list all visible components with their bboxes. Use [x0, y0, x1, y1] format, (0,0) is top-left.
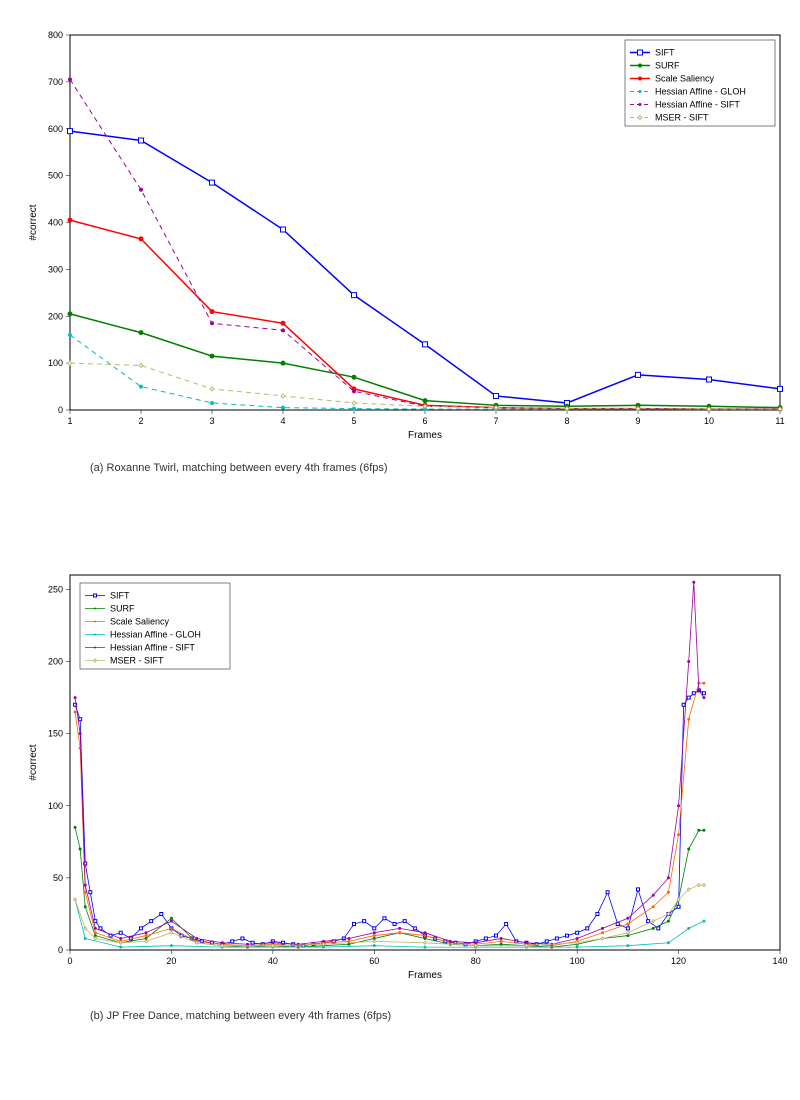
svg-text:0: 0: [58, 405, 63, 415]
svg-text:50: 50: [53, 873, 63, 883]
svg-text:100: 100: [48, 358, 63, 368]
svg-text:11: 11: [775, 416, 784, 426]
svg-text:Hessian Affine - SIFT: Hessian Affine - SIFT: [110, 643, 195, 653]
svg-text:SIFT: SIFT: [110, 591, 130, 601]
svg-text:Frames: Frames: [408, 430, 442, 441]
svg-text:1: 1: [67, 416, 72, 426]
svg-text:0: 0: [58, 945, 63, 955]
chart-b-caption: (b) JP Free Dance, matching between ever…: [90, 1010, 391, 1022]
svg-text:400: 400: [48, 218, 63, 228]
svg-text:500: 500: [48, 171, 63, 181]
svg-text:2: 2: [138, 416, 143, 426]
svg-text:7: 7: [493, 416, 498, 426]
svg-text:6: 6: [422, 416, 427, 426]
svg-text:140: 140: [772, 956, 787, 966]
svg-text:600: 600: [48, 124, 63, 134]
svg-text:Hessian Affine - SIFT: Hessian Affine - SIFT: [655, 100, 740, 110]
svg-text:250: 250: [48, 584, 63, 594]
svg-text:Hessian Affine - GLOH: Hessian Affine - GLOH: [655, 87, 746, 97]
svg-text:120: 120: [671, 956, 686, 966]
svg-text:4: 4: [280, 416, 285, 426]
svg-text:200: 200: [48, 657, 63, 667]
svg-text:10: 10: [704, 416, 714, 426]
svg-text:8: 8: [564, 416, 569, 426]
svg-text:SURF: SURF: [110, 604, 135, 614]
svg-text:300: 300: [48, 264, 63, 274]
chart-a-svg: 1 2 3 4 5 6 7 8 9 10 11 0 100 200 300 400 500 600 700 800 Fr…: [0, 20, 800, 450]
svg-text:100: 100: [48, 801, 63, 811]
svg-text:700: 700: [48, 77, 63, 87]
svg-text:0: 0: [67, 956, 72, 966]
svg-text:800: 800: [48, 30, 63, 40]
svg-text:SURF: SURF: [655, 61, 680, 71]
svg-text:MSER - SIFT: MSER - SIFT: [655, 113, 709, 123]
svg-text:5: 5: [351, 416, 356, 426]
svg-text:#correct: #correct: [28, 744, 39, 780]
svg-text:3: 3: [209, 416, 214, 426]
svg-text:SIFT: SIFT: [655, 48, 675, 58]
chart-b-svg: 0 20 40 60 80 100 120 140 0 50 100 150 200 250 Frames #…: [0, 560, 800, 990]
chart-b-container: 0 20 40 60 80 100 120 140 0 50 100 150 200 250 Frames #…: [0, 560, 800, 990]
svg-text:40: 40: [268, 956, 278, 966]
chart-a-caption: (a) Roxanne Twirl, matching between ever…: [90, 462, 388, 474]
svg-text:150: 150: [48, 729, 63, 739]
chart-a-container: 1 2 3 4 5 6 7 8 9 10 11 0 100 200 300 400 500 600 700 800 Fr…: [0, 20, 800, 450]
svg-text:100: 100: [570, 956, 585, 966]
svg-text:Scale Saliency: Scale Saliency: [110, 617, 170, 627]
svg-text:#correct: #correct: [28, 204, 39, 240]
svg-text:60: 60: [369, 956, 379, 966]
svg-text:20: 20: [166, 956, 176, 966]
svg-text:Frames: Frames: [408, 970, 442, 981]
svg-text:Hessian Affine - GLOH: Hessian Affine - GLOH: [110, 630, 201, 640]
svg-text:200: 200: [48, 311, 63, 321]
svg-text:Scale Saliency: Scale Saliency: [655, 74, 715, 84]
svg-text:MSER - SIFT: MSER - SIFT: [110, 656, 164, 666]
svg-text:9: 9: [635, 416, 640, 426]
svg-text:80: 80: [471, 956, 481, 966]
